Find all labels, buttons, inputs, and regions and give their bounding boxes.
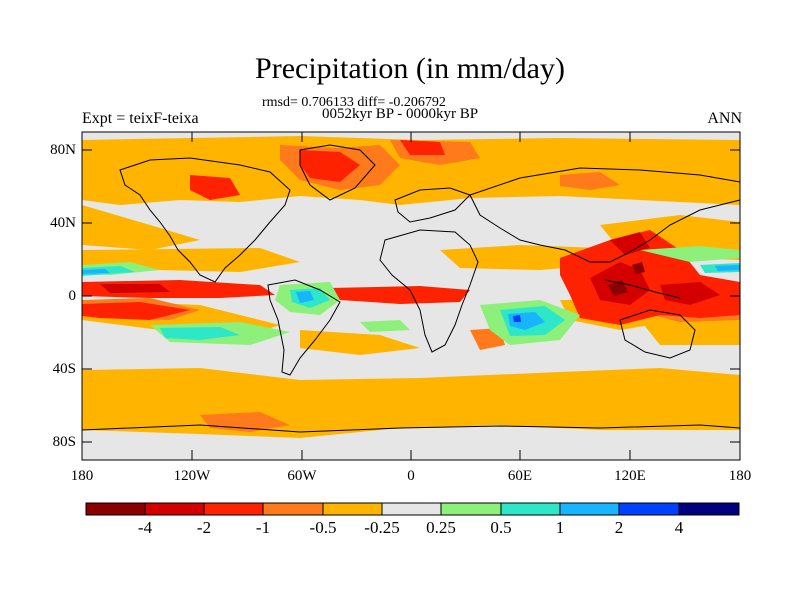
colorbar-label-4: -0.5 (309, 518, 337, 537)
coastline-antarctica (82, 424, 740, 433)
colorbar-label-8: 1 (555, 518, 565, 537)
x-label-120w: 120W (173, 468, 211, 484)
experiment-label: Expt = teixF-teixa (82, 110, 199, 127)
colorbar-box-5 (322, 502, 383, 516)
x-axis-ticks (81, 132, 741, 460)
x-label-0: 0 (407, 468, 415, 484)
colorbar-box-3 (203, 502, 264, 516)
coastline-africa (379, 229, 479, 353)
y-label-40n: 40N (50, 215, 76, 231)
y-label-80n: 80N (50, 142, 76, 158)
colorbar-label-3: -1 (255, 518, 271, 537)
map-field (82, 132, 740, 460)
colorbar-label-1: -4 (137, 518, 153, 537)
colorbar-box-9 (559, 502, 620, 516)
colorbar (85, 502, 740, 516)
coastline-south-america (267, 279, 341, 376)
rmsd-diff-stats: rmsd= 0.706133 diff= -0.206792 (262, 95, 446, 110)
coastline-maritime-continent (604, 279, 681, 299)
colorbar-box-10 (618, 502, 680, 516)
y-axis-ticks (82, 149, 740, 443)
coastline-asia (469, 167, 740, 263)
x-label-120e: 120E (614, 468, 646, 484)
season-label: ANN (707, 110, 742, 127)
colorbar-label-10: 4 (674, 518, 684, 537)
colorbar-label-9: 2 (614, 518, 624, 537)
colorbar-box-8 (500, 502, 561, 516)
colorbar-label-6: 0.25 (426, 518, 456, 537)
colorbar-label-7: 0.5 (490, 518, 512, 537)
y-label-80s: 80S (52, 434, 76, 450)
colorbar-label-5: -0.25 (364, 518, 400, 537)
colorbar-box-1 (85, 502, 146, 516)
colorbar-box-7 (440, 502, 502, 516)
colorbar-box-11 (678, 502, 740, 516)
colorbar-box-2 (144, 502, 205, 516)
x-label-60e: 60E (507, 468, 533, 484)
coastline-north-america (119, 157, 291, 283)
coastline-australia (619, 309, 696, 359)
colorbar-box-4 (262, 502, 324, 516)
x-label-60w: 60W (287, 468, 317, 484)
y-label-0: 0 (68, 288, 77, 304)
coastlines (82, 144, 740, 433)
coastline-europe (394, 187, 471, 223)
field-very-strong-increase (513, 315, 521, 322)
period-subtitle: 0052kyr BP - 0000kyr BP (322, 106, 479, 122)
colorbar-box-6 (381, 502, 442, 516)
coastline-greenland (299, 144, 376, 201)
x-label-180w: 180 (70, 468, 94, 484)
y-label-40s: 40S (52, 361, 76, 377)
colorbar-label-2: -2 (196, 518, 212, 537)
map-title: Precipitation (in mm/day) (255, 52, 565, 85)
x-label-180e: 180 (728, 468, 752, 484)
